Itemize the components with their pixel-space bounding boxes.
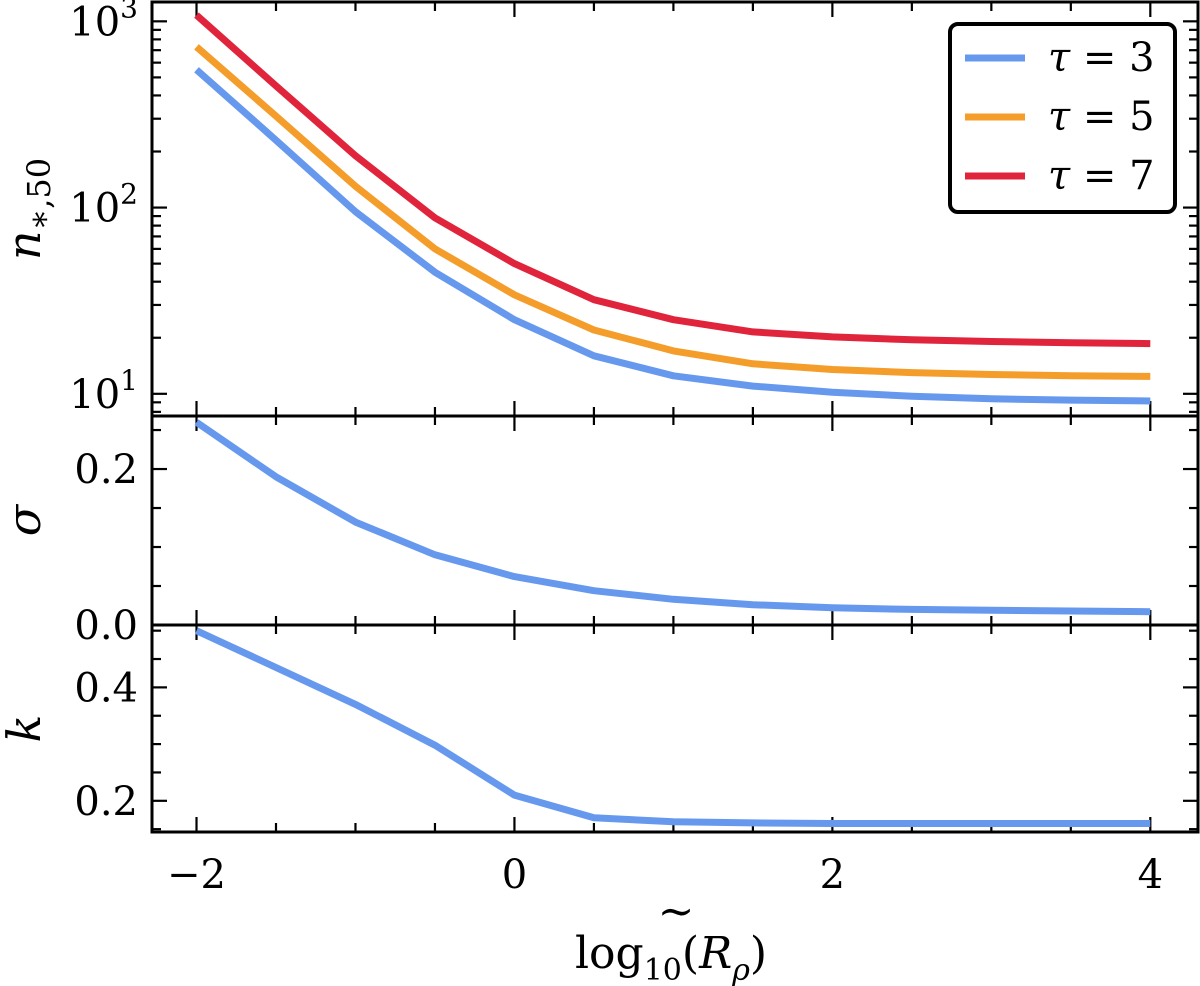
y-tick-label: 0.0 (74, 603, 138, 649)
y-axis-label: n∗,50 (0, 158, 58, 260)
series-line-sigma-0 (194, 419, 1151, 616)
y-tick-label: 102 (69, 178, 138, 232)
y-axis-label: σ (0, 503, 51, 536)
y-axis-label: k (0, 715, 51, 743)
x-tick-label: −2 (167, 852, 226, 898)
panel-n-star-50: 101 102 103 n∗,50 (0, 0, 1200, 418)
series-line-k-0 (195, 627, 1151, 827)
panel-sigma: 0.0 0.2 σ (0, 414, 1200, 649)
series-line-n-2 (194, 12, 1151, 348)
series-line-n-1 (194, 44, 1151, 380)
x-axis: −2 0 2 4 log10(Rρ)~ (167, 852, 1163, 986)
x-axis-label: log10(Rρ) (575, 928, 767, 986)
y-tick-label: 0.4 (74, 665, 138, 711)
x-axis-label-accent: ~ (658, 886, 695, 937)
x-tick-label: 2 (820, 852, 845, 898)
y-tick-label: 101 (69, 364, 138, 418)
legend-label: τ = 5 (1048, 94, 1155, 140)
y-tick-label: 0.2 (74, 779, 138, 825)
panel-k: 0.2 0.4 k (0, 623, 1200, 834)
legend: τ = 3 τ = 5 τ = 7 (948, 22, 1177, 214)
legend-box (948, 22, 1177, 214)
x-tick-label: 0 (502, 852, 527, 898)
legend-label: τ = 3 (1048, 35, 1155, 81)
x-tick-label: 4 (1138, 852, 1163, 898)
y-tick-label: 103 (69, 0, 138, 45)
legend-label: τ = 7 (1048, 153, 1155, 199)
panel-frame (150, 414, 1200, 627)
panel-frame (150, 623, 1200, 834)
y-tick-label: 0.2 (74, 447, 138, 493)
series-line-n-0 (194, 67, 1151, 405)
